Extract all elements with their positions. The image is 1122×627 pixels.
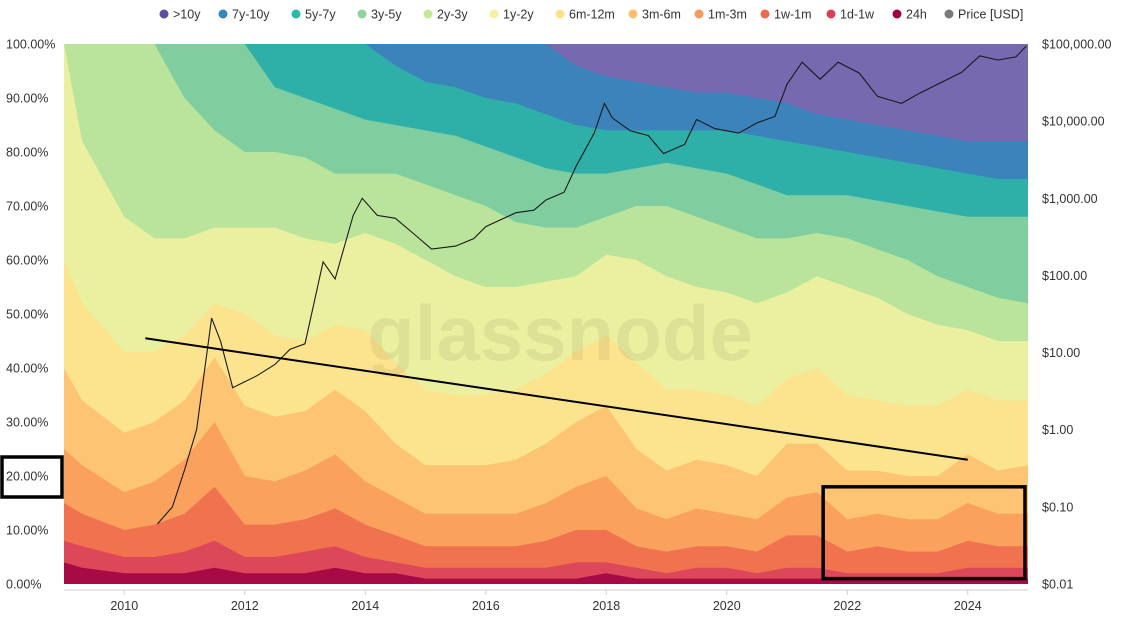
y-axis-left: 0.00% 10.00% 20.00% 30.00% 40.00% 50.00% 60.00… (6, 38, 55, 592)
x-tick-label: 2010 (110, 599, 138, 613)
legend-swatch (555, 9, 565, 19)
stacked-area-bands (64, 44, 1028, 584)
legend-label: 3y-5y (371, 8, 402, 22)
y-left-tick-label: 50.00% (6, 308, 48, 322)
x-axis: 2010 2012 2014 2016 2018 2020 2022 2024 (64, 589, 1028, 613)
legend-item: 24h (892, 8, 927, 22)
legend-swatch (694, 9, 704, 19)
y-right-tick-label: $100,000.00 (1042, 38, 1112, 52)
legend-label: 24h (906, 8, 927, 22)
annotations (0, 337, 1027, 581)
watermark: glassnode (367, 289, 753, 377)
y-left-tick-label: 60.00% (6, 254, 48, 268)
legend-swatch (159, 9, 169, 19)
legend-swatch (291, 9, 301, 19)
legend-item: 3m-6m (628, 8, 681, 22)
y-left-tick-label: 100.00% (6, 38, 55, 52)
y-right-tick-label: $0.01 (1042, 578, 1073, 592)
x-tick-label: 2022 (833, 599, 861, 613)
legend-label: 1d-1w (840, 8, 875, 22)
legend-item: Price [USD] (944, 8, 1023, 22)
x-tick-label: 2020 (713, 599, 741, 613)
legend-label: >10y (173, 8, 201, 22)
y-left-tick-label: 70.00% (6, 200, 48, 214)
legend-item: 2y-3y (423, 8, 468, 22)
legend-label: 3m-6m (642, 8, 681, 22)
legend-item: 6m-12m (555, 8, 615, 22)
legend-swatch (423, 9, 433, 19)
x-tick-label: 2016 (472, 599, 500, 613)
highlight-box-recent (821, 485, 1027, 581)
y-left-tick-label: 20.00% (6, 470, 48, 484)
legend-swatch (489, 9, 499, 19)
legend-label: 5y-7y (305, 8, 336, 22)
y-right-tick-label: $10.00 (1042, 346, 1080, 360)
legend-label: 1w-1m (774, 8, 812, 22)
legend-swatch (944, 9, 954, 19)
legend-swatch (218, 9, 228, 19)
legend-item: 7y-10y (218, 8, 270, 22)
y-right-tick-label: $1.00 (1042, 423, 1073, 437)
legend-item: 1y-2y (489, 8, 534, 22)
legend-label: 1m-3m (708, 8, 747, 22)
legend-swatch (892, 9, 902, 19)
legend-label: 7y-10y (232, 8, 270, 22)
x-tick-label: 2024 (954, 599, 982, 613)
y-left-tick-label: 40.00% (6, 362, 48, 376)
y-axis-right: $0.01 $0.10 $1.00 $10.00 $100.00 $1,000.00 $10… (1042, 38, 1112, 592)
x-tick-label: 2018 (592, 599, 620, 613)
y-right-tick-label: $10,000.00 (1042, 115, 1105, 129)
y-right-tick-label: $100.00 (1042, 269, 1087, 283)
legend-label: 2y-3y (437, 8, 468, 22)
y-right-tick-label: $0.10 (1042, 500, 1073, 514)
y-left-tick-label: 10.00% (6, 524, 48, 538)
legend-item: 1d-1w (826, 8, 875, 22)
legend-label: Price [USD] (958, 8, 1023, 22)
legend-item: 1w-1m (760, 8, 812, 22)
legend-swatch (357, 9, 367, 19)
x-tick-label: 2012 (231, 599, 259, 613)
y-left-tick-label: 90.00% (6, 92, 48, 106)
legend: >10y 7y-10y 5y-7y 3y-5y 2y-3y 1y-2y 6m-12m 3m-6… (159, 8, 1023, 22)
legend-item: 5y-7y (291, 8, 336, 22)
y-left-tick-label: 30.00% (6, 416, 48, 430)
price-line (156, 45, 1027, 525)
legend-swatch (760, 9, 770, 19)
legend-item: >10y (159, 8, 201, 22)
x-tick-label: 2014 (351, 599, 379, 613)
price-series (156, 45, 1027, 525)
legend-item: 3y-5y (357, 8, 402, 22)
y-right-tick-label: $1,000.00 (1042, 192, 1098, 206)
area-band-24h (64, 562, 1028, 584)
legend-swatch (628, 9, 638, 19)
legend-item: 1m-3m (694, 8, 747, 22)
legend-swatch (826, 9, 836, 19)
y-left-tick-label: 80.00% (6, 146, 48, 160)
trend-line (145, 337, 968, 461)
y-left-tick-label: 0.00% (6, 578, 41, 592)
highlight-box-label (0, 455, 64, 499)
legend-label: 1y-2y (503, 8, 534, 22)
legend-label: 6m-12m (569, 8, 615, 22)
